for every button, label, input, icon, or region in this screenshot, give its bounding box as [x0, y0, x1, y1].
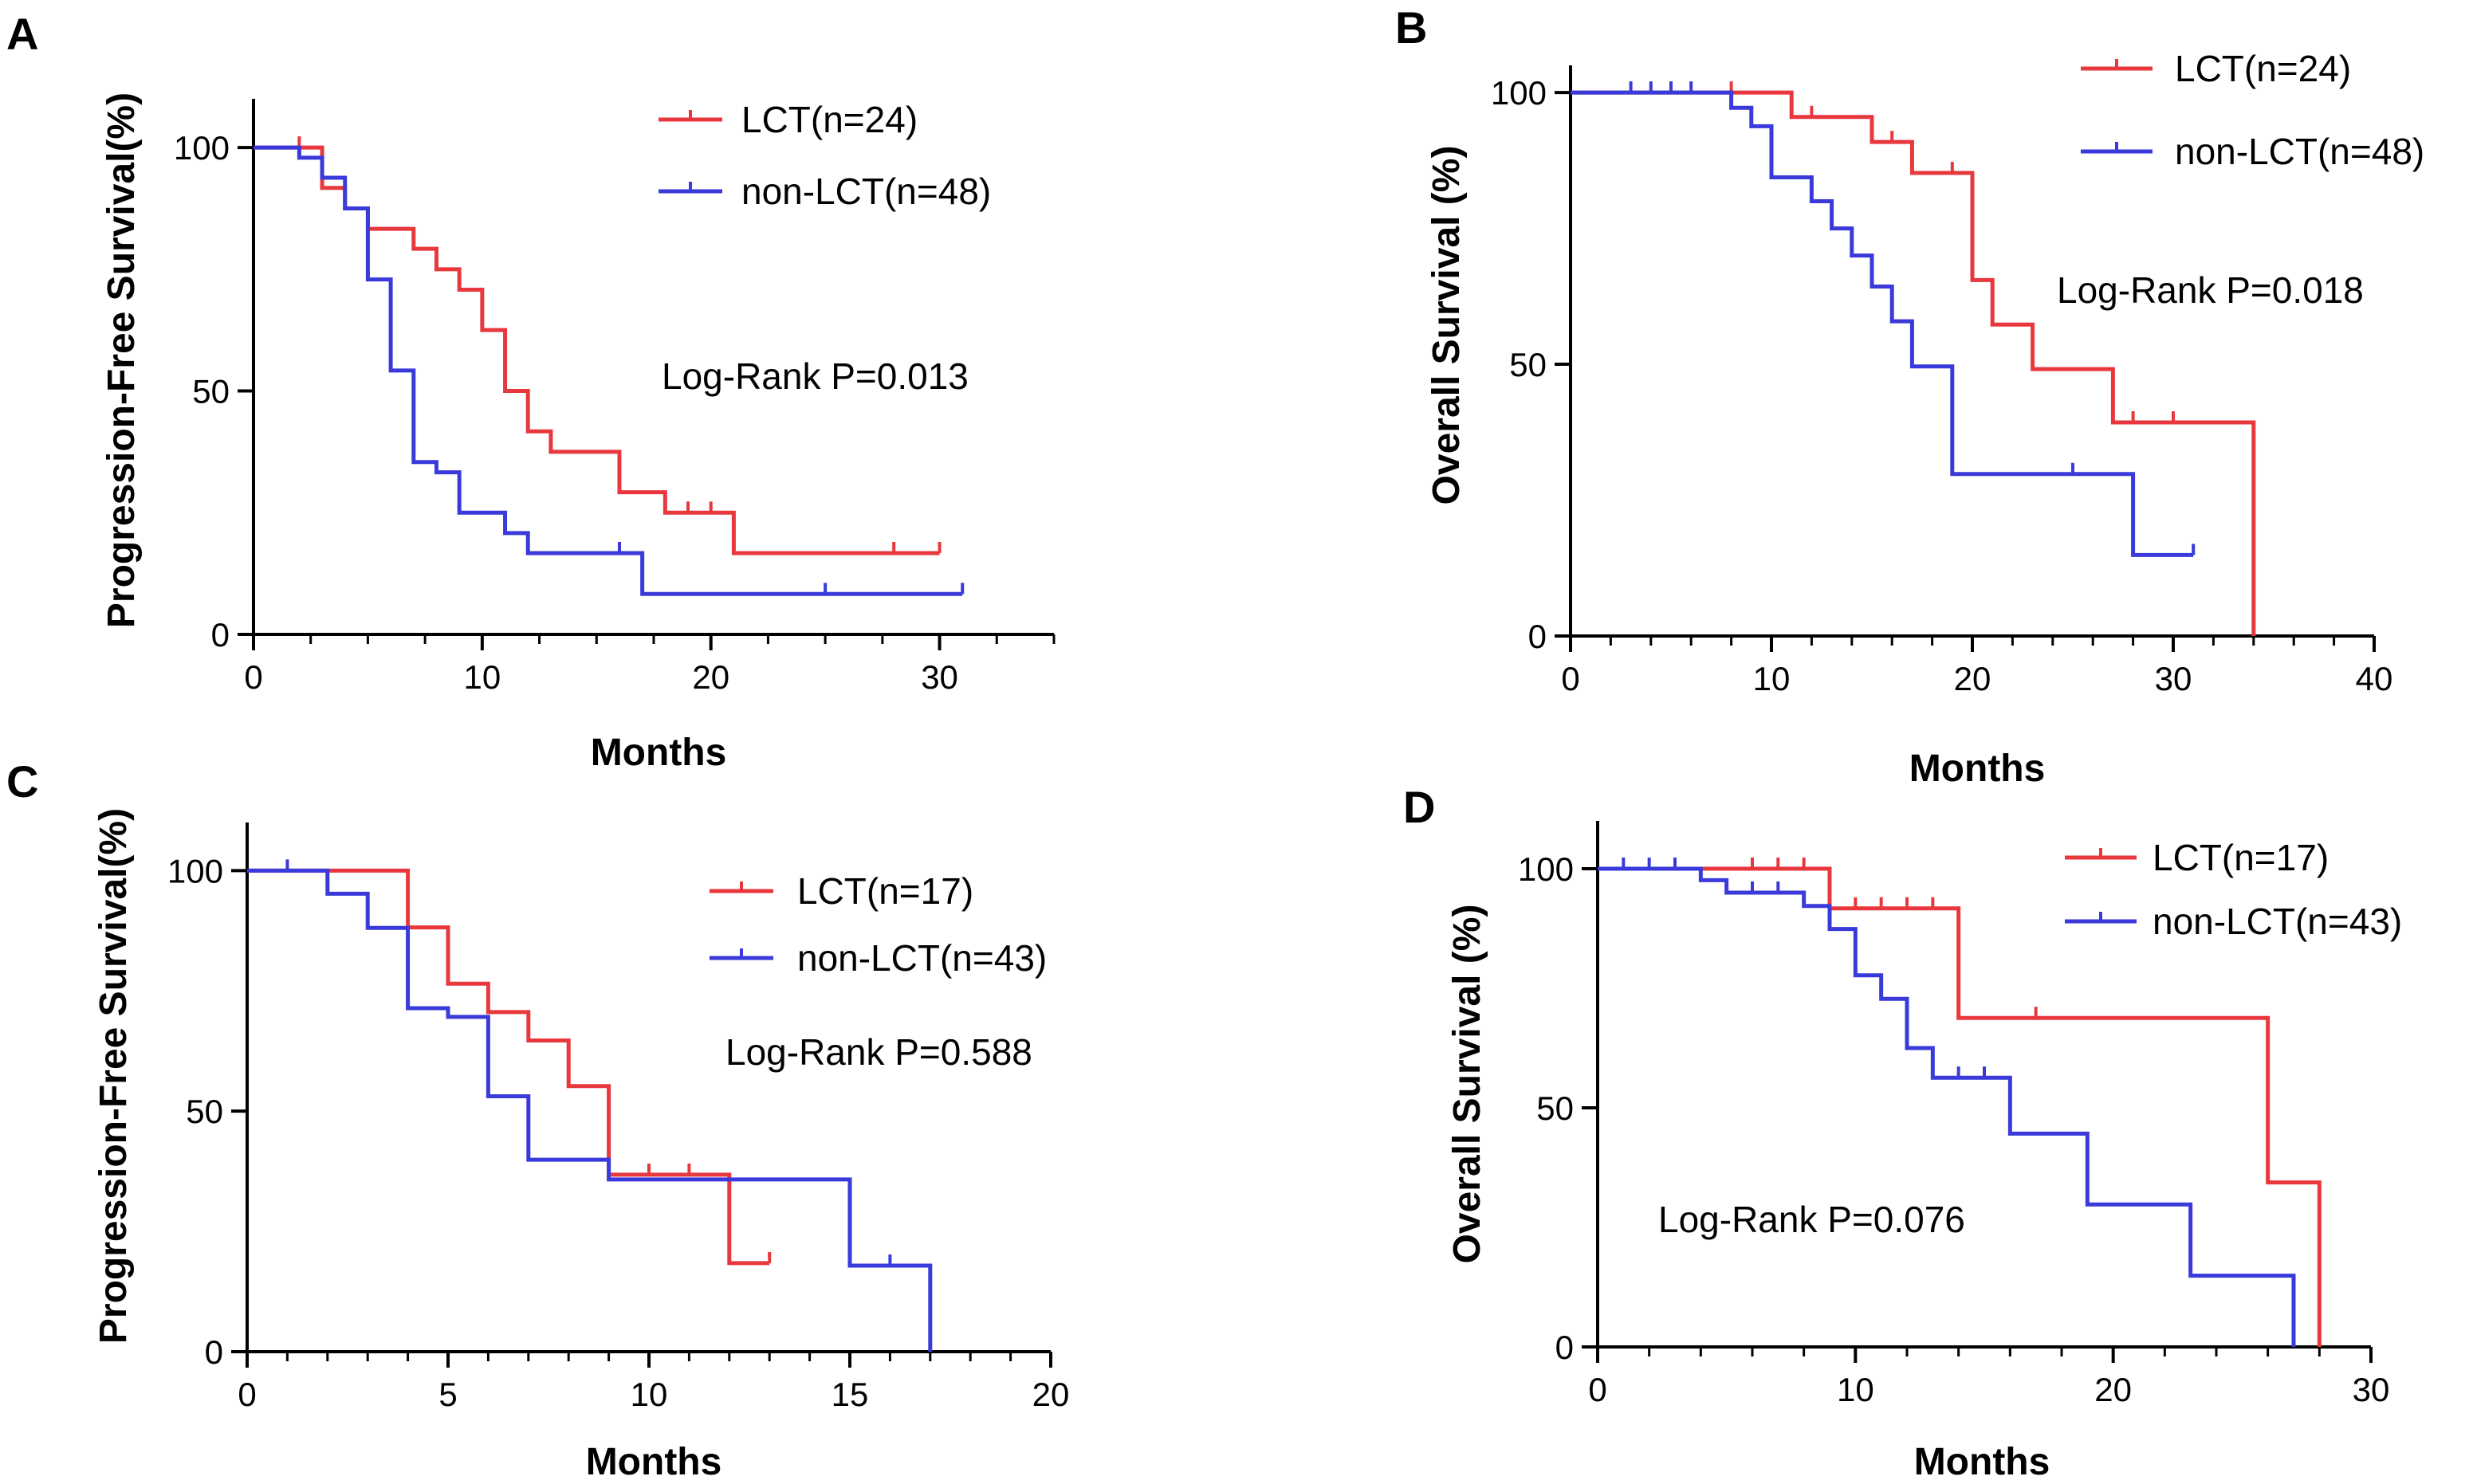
x-tick-label-d: 0	[1588, 1371, 1606, 1408]
km-curve-lct-c	[247, 868, 770, 1266]
x-axis-title-b: Months	[1909, 748, 2046, 790]
curves-c	[247, 859, 933, 1352]
x-tick-label-a: 10	[463, 658, 501, 696]
panel-b: B Overall Survival (%) Months Log-Rank P…	[1395, 2, 2424, 790]
curves-b	[1571, 81, 2256, 636]
km-curve-nonlct-d	[1598, 866, 2296, 1347]
logrank-annotation-d: Log-Rank P=0.076	[1658, 1199, 1965, 1240]
y-tick-label-d: 100	[1518, 850, 1574, 888]
x-tick-label-c: 10	[631, 1376, 668, 1413]
x-axis-title-a: Months	[591, 732, 727, 774]
y-axis-title-c: Progression-Free Survival(%)	[92, 808, 135, 1344]
km-curve-nonlct-a	[254, 145, 963, 596]
x-tick-label-c: 0	[238, 1376, 256, 1413]
km-curve-lct-b	[1571, 90, 2256, 636]
x-tick-label-d: 30	[2353, 1371, 2390, 1408]
legend-label-lct-d: LCT(n=17)	[2153, 837, 2329, 878]
x-tick-label-a: 20	[692, 658, 729, 696]
x-tick-label-b: 0	[1561, 660, 1579, 697]
x-tick-label-b: 30	[2155, 660, 2192, 697]
y-tick-label-b: 50	[1509, 346, 1547, 383]
panel-letter-b: B	[1395, 2, 1427, 53]
y-tick-label-b: 0	[1528, 618, 1547, 655]
legend-label-lct-b: LCT(n=24)	[2175, 48, 2351, 89]
x-axis-title-d: Months	[1914, 1441, 2050, 1483]
legend-c: LCT(n=17) non-LCT(n=43)	[710, 870, 1047, 979]
legend-label-nonlct-a: non-LCT(n=48)	[741, 171, 991, 212]
y-tick-label-a: 100	[174, 129, 230, 167]
x-tick-label-b: 10	[1753, 660, 1791, 697]
x-tick-label-a: 0	[244, 658, 262, 696]
panel-letter-a: A	[6, 9, 38, 59]
x-tick-label-d: 20	[2094, 1371, 2132, 1408]
logrank-annotation-c: Log-Rank P=0.588	[725, 1031, 1032, 1073]
curves-a	[254, 136, 965, 596]
axes-d: 0 10 20 30 0 50 100	[1518, 821, 2389, 1408]
axes-b: 0 10 20 30 40 0 50 100	[1491, 65, 2392, 697]
legend-label-nonlct-c: non-LCT(n=43)	[797, 937, 1047, 979]
x-tick-label-c: 20	[1032, 1376, 1070, 1413]
km-curve-lct-d	[1598, 866, 2322, 1347]
y-axis-title-b: Overall Survival (%)	[1425, 146, 1468, 505]
legend-a: LCT(n=24) non-LCT(n=48)	[659, 99, 991, 212]
axes-c: 0 5 10 15 20 0 50 100	[167, 822, 1069, 1413]
y-tick-label-c: 50	[186, 1093, 223, 1130]
legend-d: LCT(n=17) non-LCT(n=43)	[2065, 837, 2402, 942]
panel-letter-d: D	[1403, 782, 1435, 832]
x-tick-label-c: 5	[438, 1376, 457, 1413]
x-tick-label-a: 30	[921, 658, 958, 696]
y-tick-label-c: 0	[205, 1333, 223, 1371]
legend-label-nonlct-d: non-LCT(n=43)	[2153, 901, 2402, 942]
legend-b: LCT(n=24) non-LCT(n=48)	[2081, 48, 2424, 172]
curves-d	[1598, 858, 2322, 1347]
y-tick-label-a: 0	[211, 616, 230, 654]
panel-letter-c: C	[6, 756, 38, 807]
y-axis-title-a: Progression-Free Survival(%)	[100, 92, 143, 628]
y-tick-label-b: 100	[1491, 74, 1547, 112]
logrank-annotation-b: Log-Rank P=0.018	[2057, 269, 2364, 311]
x-tick-label-b: 40	[2356, 660, 2393, 697]
x-tick-label-b: 20	[1954, 660, 1991, 697]
y-tick-label-c: 100	[167, 852, 223, 889]
x-axis-title-c: Months	[586, 1441, 722, 1483]
x-tick-label-d: 10	[1837, 1371, 1874, 1408]
axes-a: 0 10 20 30 0 50 100	[174, 99, 1056, 696]
logrank-annotation-a: Log-Rank P=0.013	[662, 355, 969, 397]
y-axis-title-d: Overall Survival (%)	[1446, 905, 1488, 1264]
y-tick-label-d: 50	[1536, 1089, 1574, 1127]
panel-d: D Overall Survival (%) Months Log-Rank P…	[1403, 782, 2402, 1483]
legend-label-lct-a: LCT(n=24)	[741, 99, 918, 140]
km-curve-nonlct-b	[1571, 90, 2194, 557]
panel-c: C Progression-Free Survival(%) Months Lo…	[6, 756, 1069, 1483]
y-tick-label-d: 0	[1555, 1329, 1574, 1366]
legend-label-nonlct-b: non-LCT(n=48)	[2175, 131, 2424, 172]
km-curve-nonlct-c	[247, 868, 933, 1352]
legend-label-lct-c: LCT(n=17)	[797, 870, 973, 912]
panel-a: A Progression-Free Survival(%) Months Lo…	[6, 9, 1056, 774]
y-tick-label-a: 50	[192, 373, 230, 410]
x-tick-label-c: 15	[832, 1376, 869, 1413]
